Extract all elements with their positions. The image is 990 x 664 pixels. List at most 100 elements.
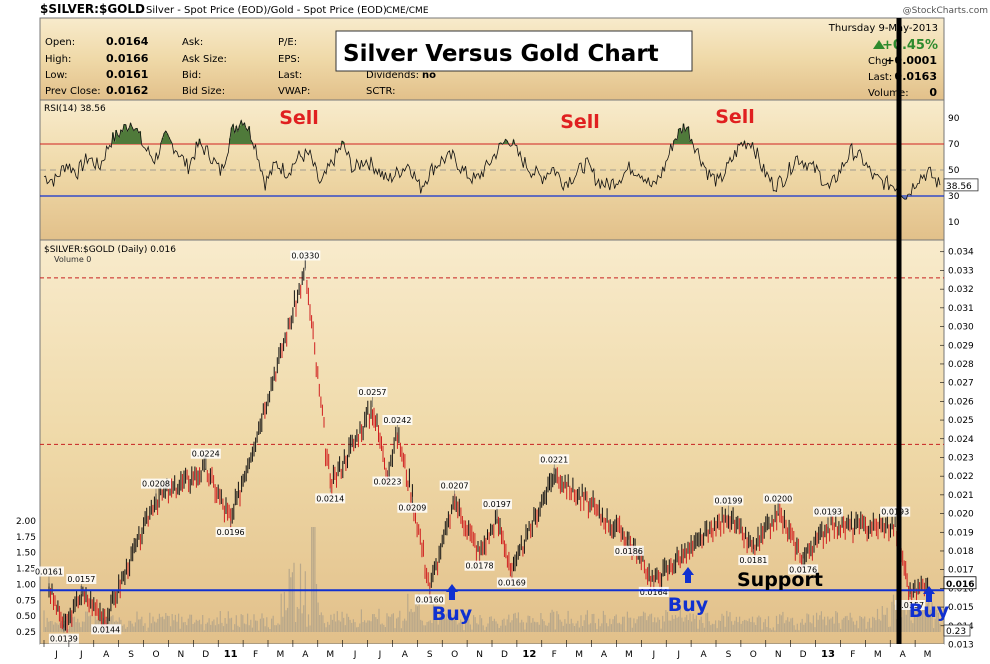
price-tick-label: 0.013: [948, 640, 974, 650]
x-tick-label: N: [476, 650, 483, 660]
quote-value: 0.0162: [106, 84, 148, 97]
x-tick-label: 13: [821, 649, 835, 660]
watermark: @StockCharts.com: [903, 6, 988, 16]
price-tick-label: 0.034: [948, 248, 974, 258]
price-label: 0.0161: [35, 568, 63, 577]
quote-label: Volume:: [868, 88, 909, 99]
price-label-bg: [481, 499, 512, 510]
x-tick-label: O: [451, 650, 458, 660]
price-label: 0.0199: [714, 496, 742, 505]
price-tick-label: 0.022: [948, 472, 974, 482]
price-label: 0.0164: [640, 588, 668, 597]
price-label-bg: [539, 454, 570, 465]
buy-annotation: Buy: [432, 603, 473, 625]
x-axis-strip: [40, 644, 944, 664]
x-tick-label: A: [402, 650, 409, 660]
x-tick-label: S: [726, 650, 732, 660]
volume-tick-label: 0.75: [16, 596, 36, 606]
price-label: 0.0223: [373, 478, 401, 487]
x-tick-label: M: [625, 650, 633, 660]
last-volume-label: 0.23: [946, 627, 966, 637]
price-label-bg: [638, 586, 669, 597]
sell-annotation: Sell: [279, 107, 319, 129]
price-label-bg: [315, 493, 346, 504]
price-label-bg: [713, 495, 744, 506]
rsi-value-label: 38.56: [946, 182, 972, 192]
price-label: 0.0214: [316, 494, 344, 503]
price-label: 0.0257: [359, 388, 387, 397]
price-label-bg: [763, 493, 794, 504]
volume-label: Volume 0: [54, 255, 91, 264]
price-label-bg: [895, 599, 926, 610]
quote-value: 0.0166: [106, 52, 149, 65]
x-axis: J J A S O N D 11 F M A M J J A S O N D 12 F M A M J J A S O N D 13 F M A M: [43, 640, 932, 660]
volume-tick-label: 0.25: [16, 628, 36, 638]
price-tick-label: 0.016: [948, 584, 974, 594]
quote-label: Dividends:: [366, 70, 419, 81]
price-label: 0.0221: [540, 455, 568, 464]
price-series: 0.034 0.033 0.032 0.031 0.030 0.029 0.028 0.027…: [16, 18, 977, 650]
price-tick-label: 0.027: [948, 379, 974, 389]
price-label: 0.0157: [896, 601, 924, 610]
price-label-bg: [290, 250, 321, 261]
sell-annotation: Sell: [715, 106, 755, 128]
rsi-tick-label: 10: [948, 218, 960, 228]
price-label: 0.0169: [498, 579, 526, 588]
price-label-bg: [496, 577, 527, 588]
volume-tick-label: 1.75: [16, 533, 36, 543]
x-tick-label: F: [552, 650, 557, 660]
x-tick-label: A: [601, 650, 608, 660]
price-label: 0.0209: [398, 504, 426, 513]
x-tick-label: D: [501, 650, 508, 660]
sell-annotation: Sell: [560, 111, 600, 133]
x-tick-label: S: [128, 650, 134, 660]
quote-label: Chg:: [868, 56, 891, 67]
price-label-bg: [190, 448, 221, 459]
quote-info: Open: 0.0164 High: 0.0166 Low: 0.0161 Prev Clo…: [45, 35, 436, 97]
price-tick-label: 0.026: [948, 397, 974, 407]
quote-label: Last:: [868, 72, 892, 83]
rsi-value-box: [943, 178, 979, 192]
price-label: 0.0176: [789, 565, 817, 574]
price-label-bg: [357, 386, 388, 397]
price-label-bg: [788, 564, 819, 575]
x-tick-label: M: [924, 650, 932, 660]
price-tick-label: 0.033: [948, 266, 974, 276]
x-tick-label: J: [54, 650, 58, 660]
price-label: 0.0224: [192, 450, 220, 459]
rsi-line: [43, 119, 941, 200]
price-label-bg: [382, 415, 413, 426]
rsi-overbought-fill: [112, 120, 853, 144]
last-volume-box: [943, 624, 971, 637]
chart-exchange: CME/CME: [386, 6, 429, 16]
x-tick-label: M: [277, 650, 285, 660]
volume-tick-label: 1.00: [16, 580, 36, 590]
quote-label: High:: [45, 54, 71, 65]
price-label: 0.0139: [50, 635, 78, 644]
price-tick-label: 0.018: [948, 547, 974, 557]
x-tick-label: S: [427, 650, 433, 660]
price-label: 0.0208: [142, 480, 170, 489]
x-tick-label: O: [750, 650, 757, 660]
x-tick-label: M: [575, 650, 583, 660]
x-tick-label: J: [651, 650, 655, 660]
price-tick-label: 0.015: [948, 603, 974, 613]
price-label: 0.0207: [441, 481, 469, 490]
price-label: 0.0193: [814, 508, 842, 517]
price-label-bg: [464, 560, 495, 571]
support-label: Support: [737, 569, 823, 591]
x-tick-label: J: [378, 650, 382, 660]
volume-tick-label: 0.50: [16, 612, 36, 622]
price-label-bg: [397, 502, 428, 513]
chart-date: Thursday 9-May-2013: [828, 23, 938, 34]
volume-tick-label: 1.50: [16, 549, 36, 559]
header-strip: [0, 0, 990, 18]
chart-symbol: $SILVER:$GOLD: [40, 2, 145, 16]
price-label: 0.0160: [416, 595, 444, 604]
x-tick-label: 11: [224, 649, 238, 660]
price-tick-label: 0.020: [948, 510, 974, 520]
price-label: 0.0197: [483, 500, 511, 509]
price-label: 0.0242: [383, 416, 411, 425]
x-tick-label: A: [900, 650, 907, 660]
x-tick-label: A: [700, 650, 707, 660]
